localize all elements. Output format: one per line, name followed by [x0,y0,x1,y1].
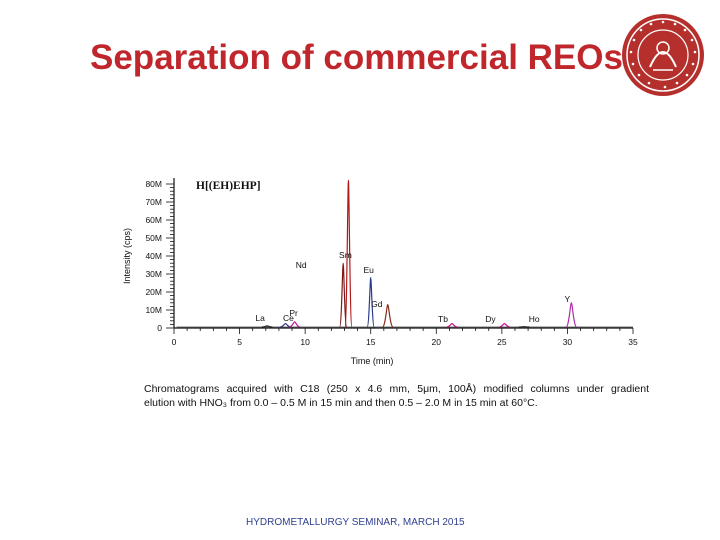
slide-title: Separation of commercial REOs [90,38,623,77]
peak-label-y: Y [565,294,571,304]
y-tick-label: 50M [145,233,162,243]
peak-y [565,302,578,328]
peak-ce [280,322,291,328]
x-tick-label: 30 [563,337,573,347]
peak-gd [381,303,394,328]
peak-label-ho: Ho [529,314,540,324]
peak-label-sm: Sm [339,250,352,260]
x-tick-label: 35 [628,337,638,347]
peak-tb [446,322,458,328]
y-tick-label: 10M [145,305,162,315]
peak-label-la: La [255,313,265,323]
peak-label-ce: Ce [283,313,294,323]
peak-sm [344,179,353,328]
chart-axes [173,178,633,329]
y-tick-label: 20M [145,287,162,297]
chart-title: H[(EH)EHP] [196,180,261,192]
y-axis-label: Intensity (cps) [122,228,132,284]
peak-label-gd: Gd [371,299,383,309]
peak-label-eu: Eu [364,265,375,275]
chart-ticks: 0 10M 20M 30M 40M 50M 60M 70M 80M 0 5 10 15 20 25 30 35 [145,179,638,347]
peak-dy [499,322,510,328]
peak-label-pr: Pr [289,308,298,318]
x-tick-label: 20 [432,337,442,347]
peak-label-nd: Nd [296,260,307,270]
peak-nd [339,262,348,328]
peak-eu [366,276,375,328]
x-tick-label: 25 [497,337,507,347]
x-tick-label: 0 [172,337,177,347]
caption-line-1: Chromatograms acquired with C18 (250 x 4… [144,383,649,395]
x-axis-label: Time (min) [351,356,394,366]
peak-pr [289,321,301,328]
university-seal-icon [622,14,704,96]
caption-line-2: elution with HNO₃ from 0.0 – 0.5 M in 15… [144,397,538,409]
y-tick-label: 80M [145,179,162,189]
peak-label-dy: Dy [485,314,496,324]
y-tick-label: 40M [145,251,162,261]
footer-text: HYDROMETALLURGY SEMINAR, MARCH 2015 [246,517,465,528]
chart-traces [176,179,633,328]
peak-la [261,325,273,328]
x-tick-label: 15 [366,337,376,347]
x-tick-label: 5 [237,337,242,347]
y-tick-label: 0 [157,323,162,333]
y-tick-label: 60M [145,215,162,225]
y-tick-label: 70M [145,197,162,207]
peak-label-tb: Tb [438,314,448,324]
x-tick-label: 10 [300,337,310,347]
y-tick-label: 30M [145,269,162,279]
chart-caption: Chromatograms acquired with C18 (250 x 4… [144,382,649,410]
